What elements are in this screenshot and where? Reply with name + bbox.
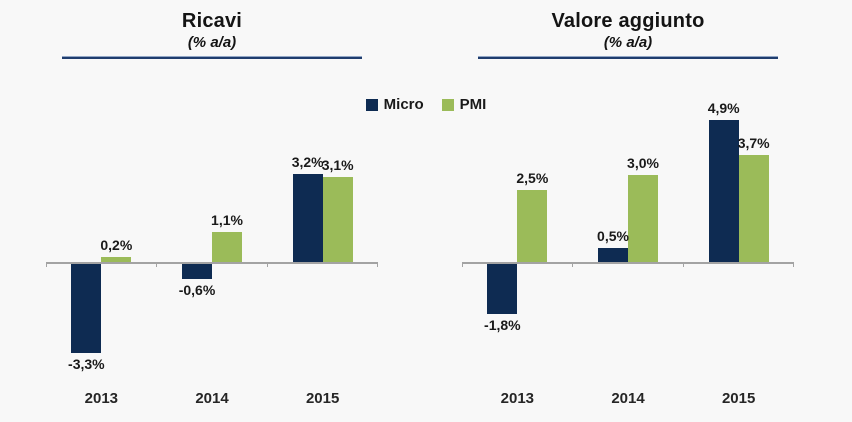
data-label-micro-2015: 4,9% [707, 99, 740, 116]
bar-micro-2015 [292, 174, 323, 262]
bar-pmi-2013 [101, 256, 132, 262]
legend-label-micro: Micro [383, 96, 424, 113]
chart-title: Ricavi [181, 10, 243, 32]
axis-tick [377, 262, 378, 267]
micro-swatch-icon [365, 98, 378, 111]
chart-ricavi: Ricavi (% a/a) -3,3% 0,2% -0,6% 1,1% 3,2% 3,1… [46, 6, 378, 416]
axis-tick [572, 262, 574, 267]
legend: Micro PMI [0, 96, 852, 113]
chart-title: Valore aggiunto [551, 10, 705, 32]
bar-micro-2015 [708, 119, 739, 262]
legend-label-pmi: PMI [459, 96, 487, 113]
data-label-micro-2013: -1,8% [484, 317, 521, 334]
data-label-pmi-2013: 0,2% [100, 236, 133, 253]
pmi-swatch-icon [441, 98, 454, 111]
chart-valore-aggiunto: Valore aggiunto (% a/a) -1,8% 2,5% 0,5% 3,0… [462, 6, 794, 416]
x-axis-label-2013: 2013 [84, 390, 119, 407]
x-axis-line [462, 262, 794, 264]
plot-area: -3,3% 0,2% -0,6% 1,1% 3,2% 3,1% [46, 60, 378, 384]
title-rule [478, 56, 778, 59]
x-axis-label-2013: 2013 [500, 390, 535, 407]
x-axis-label-2014: 2014 [195, 390, 229, 407]
bar-pmi-2014 [212, 231, 242, 262]
data-label-pmi-2015: 3,1% [321, 156, 354, 173]
axis-tick [266, 262, 268, 267]
data-label-micro-2014: 0,5% [597, 227, 629, 244]
legend-item-pmi: PMI [441, 96, 487, 113]
bar-micro-2014 [598, 247, 628, 262]
chart-subtitle: (% a/a) [603, 34, 653, 51]
bar-micro-2014 [182, 262, 212, 279]
bar-pmi-2015 [322, 176, 353, 262]
data-label-pmi-2013: 2,5% [516, 169, 549, 186]
data-label-pmi-2015: 3,7% [737, 134, 770, 151]
bar-micro-2013 [71, 262, 102, 353]
bar-pmi-2014 [628, 175, 658, 262]
bar-pmi-2013 [517, 189, 548, 262]
x-axis-labels: 2013 2014 2015 [46, 6, 378, 416]
data-label-micro-2015: 3,2% [291, 154, 324, 170]
bar-micro-2013 [487, 262, 518, 315]
axis-tick [462, 262, 463, 267]
title-rule [62, 56, 362, 59]
legend-item-micro: Micro [365, 96, 424, 113]
x-axis-line [46, 262, 378, 264]
data-label-micro-2013: -3,3% [68, 355, 105, 372]
data-label-pmi-2014: 1,1% [211, 211, 243, 228]
x-axis-labels: 2013 2014 2015 [462, 6, 794, 416]
plot-area: -1,8% 2,5% 0,5% 3,0% 4,9% 3,7% [462, 60, 794, 384]
chart-subtitle: (% a/a) [187, 34, 237, 51]
axis-tick [46, 262, 47, 267]
axis-tick [156, 262, 158, 267]
x-axis-label-2014: 2014 [611, 390, 645, 407]
data-label-pmi-2014: 3,0% [627, 155, 659, 171]
data-label-micro-2014: -0,6% [178, 281, 216, 298]
axis-tick [793, 262, 794, 267]
axis-tick [682, 262, 684, 267]
bar-pmi-2015 [738, 154, 769, 262]
x-axis-label-2015: 2015 [721, 390, 756, 407]
x-axis-label-2015: 2015 [305, 390, 340, 407]
